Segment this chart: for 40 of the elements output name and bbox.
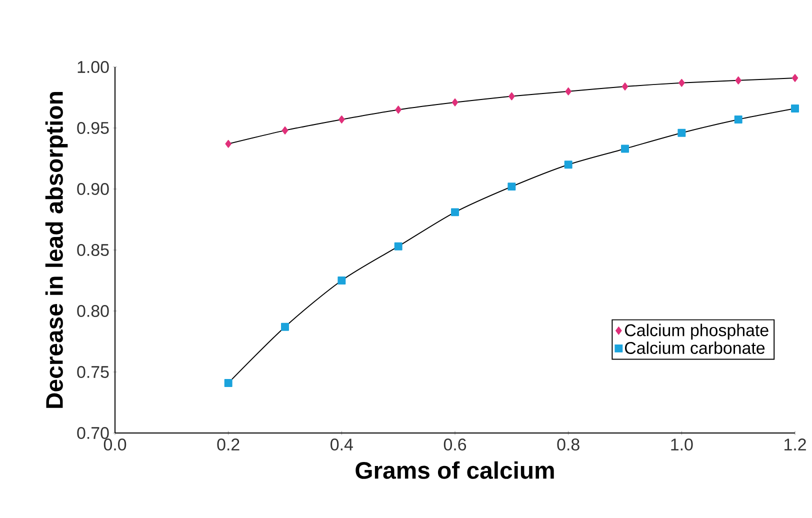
y-tick-label: 0.90 — [77, 183, 109, 195]
point — [451, 208, 459, 216]
point — [508, 92, 515, 100]
point — [225, 140, 232, 148]
point — [394, 242, 402, 250]
point — [338, 115, 345, 124]
x-tick-label: 0.6 — [444, 438, 466, 451]
x-tick-label: 0.4 — [330, 438, 353, 451]
point — [735, 76, 742, 84]
point — [792, 74, 798, 82]
y-axis-title: Decrease in lead absorption — [45, 92, 68, 408]
y-tick-label: 0.80 — [77, 305, 109, 317]
point — [282, 126, 288, 134]
point — [224, 378, 232, 387]
point — [565, 87, 572, 96]
x-tick-label: 0.0 — [104, 438, 126, 451]
point — [338, 276, 346, 284]
point — [734, 115, 742, 124]
x-axis-title: Grams of calcium — [356, 461, 554, 479]
y-tick-label: 0.85 — [77, 244, 109, 256]
y-tick-label: 0.70 — [77, 427, 109, 439]
y-tick-label: 1.00 — [78, 61, 109, 73]
x-tick-label: 1.0 — [671, 438, 693, 451]
point — [678, 128, 686, 137]
point — [621, 144, 629, 153]
legend-label: Calcium carbonate — [625, 342, 765, 354]
point — [564, 160, 572, 169]
point — [678, 78, 685, 87]
point — [508, 182, 516, 191]
x-tick-label: 1.2 — [784, 438, 806, 450]
y-tick-label: 0.95 — [77, 122, 109, 134]
x-tick-label: 0.2 — [217, 438, 240, 451]
x-tick-label: 0.8 — [557, 438, 580, 451]
point — [791, 104, 799, 112]
legend-label: Calcium phosphate — [625, 324, 768, 340]
y-tick-label: 0.75 — [77, 366, 109, 378]
point — [281, 322, 289, 331]
point — [395, 106, 402, 114]
point — [622, 82, 628, 91]
point — [452, 98, 458, 106]
